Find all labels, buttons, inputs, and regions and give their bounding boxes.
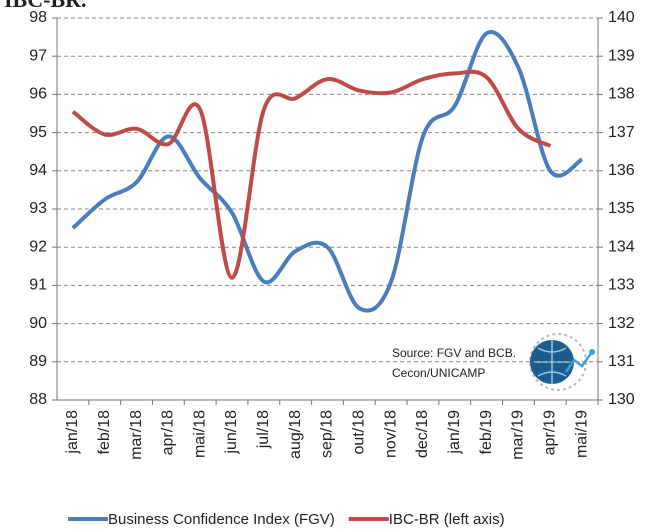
- x-tick-label: jan/19: [446, 410, 463, 455]
- x-tick-label: jul/18: [255, 410, 272, 449]
- y-tick-label: 96: [29, 86, 47, 103]
- y2-tick-label: 131: [608, 353, 635, 370]
- y-tick-label: 90: [29, 315, 47, 332]
- x-tick-label: mar/19: [510, 410, 527, 460]
- y2-tick-label: 140: [608, 9, 635, 26]
- x-tick-label: out/18: [351, 410, 368, 455]
- y-tick-label: 95: [29, 124, 47, 141]
- x-tick-label: jan/18: [64, 410, 81, 455]
- x-tick-label: dec/18: [414, 410, 431, 458]
- chart-title: IBC-BR.: [4, 0, 87, 12]
- data-line: [71, 30, 584, 313]
- source-note: Source: FGV and BCB.: [392, 346, 516, 360]
- y-tick-label: 88: [29, 391, 47, 408]
- x-tick-label: mar/18: [128, 410, 145, 460]
- y-tick-label: 91: [29, 277, 47, 294]
- x-tick-label: aug/18: [287, 410, 304, 459]
- data-line: [71, 69, 552, 280]
- y2-tick-label: 135: [608, 200, 635, 217]
- y2-tick-label: 134: [608, 238, 635, 255]
- y2-tick-label: 130: [608, 391, 635, 408]
- y2-tick-label: 137: [608, 124, 635, 141]
- y2-tick-label: 133: [608, 277, 635, 294]
- x-tick-label: apr/18: [160, 410, 177, 455]
- x-tick-label: feb/18: [96, 410, 113, 455]
- source-note: Cecon/UNICAMP: [392, 366, 485, 380]
- y-tick-label: 97: [29, 47, 47, 64]
- legend-label: IBC-BR (left axis): [389, 511, 505, 528]
- y2-tick-label: 138: [608, 86, 635, 103]
- y-tick-label: 89: [29, 353, 47, 370]
- x-tick-label: apr/19: [541, 410, 558, 455]
- y-tick-label: 93: [29, 200, 47, 217]
- y-tick-label: 98: [29, 9, 47, 26]
- x-tick-label: nov/18: [382, 410, 399, 458]
- x-tick-label: sep/18: [319, 410, 336, 458]
- y-tick-label: 94: [29, 162, 47, 179]
- x-tick-label: mai/19: [573, 410, 590, 458]
- x-tick-label: feb/19: [478, 410, 495, 455]
- y2-tick-label: 136: [608, 162, 635, 179]
- legend-label: Business Confidence Index (FGV): [108, 511, 335, 528]
- x-tick-label: jun/18: [223, 410, 240, 455]
- y-tick-label: 92: [29, 238, 47, 255]
- y2-tick-label: 139: [608, 47, 635, 64]
- y2-tick-label: 132: [608, 315, 635, 332]
- x-tick-label: mai/18: [191, 410, 208, 458]
